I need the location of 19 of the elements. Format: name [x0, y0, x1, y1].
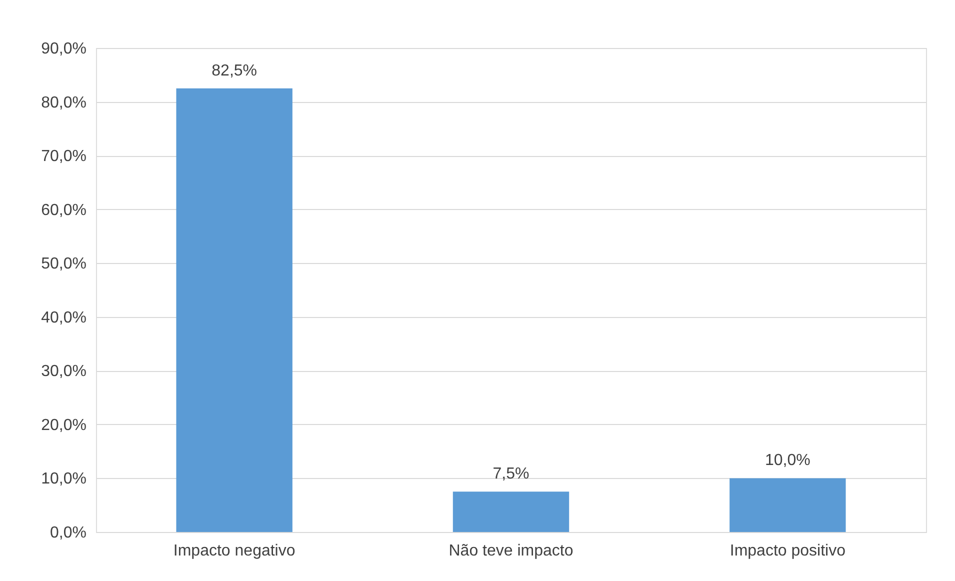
y-tick-label: 0,0%	[50, 524, 86, 542]
data-label: 82,5%	[212, 62, 258, 80]
y-tick-label: 10,0%	[41, 470, 86, 488]
y-tick-label: 70,0%	[41, 148, 86, 166]
y-tick-label: 60,0%	[41, 202, 86, 219]
y-tick-label: 40,0%	[41, 309, 86, 326]
bar	[176, 88, 292, 532]
bar	[452, 492, 570, 532]
data-label: 7,5%	[492, 466, 530, 483]
data-label: 10,0%	[764, 452, 810, 470]
y-tick-label: 90,0%	[41, 40, 86, 58]
x-tick-label: Impacto positivo	[730, 542, 846, 560]
y-tick-label: 20,0%	[41, 416, 86, 434]
bar	[730, 478, 846, 532]
y-tick-label: 30,0%	[41, 363, 86, 380]
y-tick-label: 50,0%	[41, 256, 86, 273]
y-tick-label: 80,0%	[41, 94, 86, 112]
x-tick-label: Impacto negativo	[173, 542, 296, 560]
x-tick-label: Não teve impacto	[448, 542, 574, 560]
